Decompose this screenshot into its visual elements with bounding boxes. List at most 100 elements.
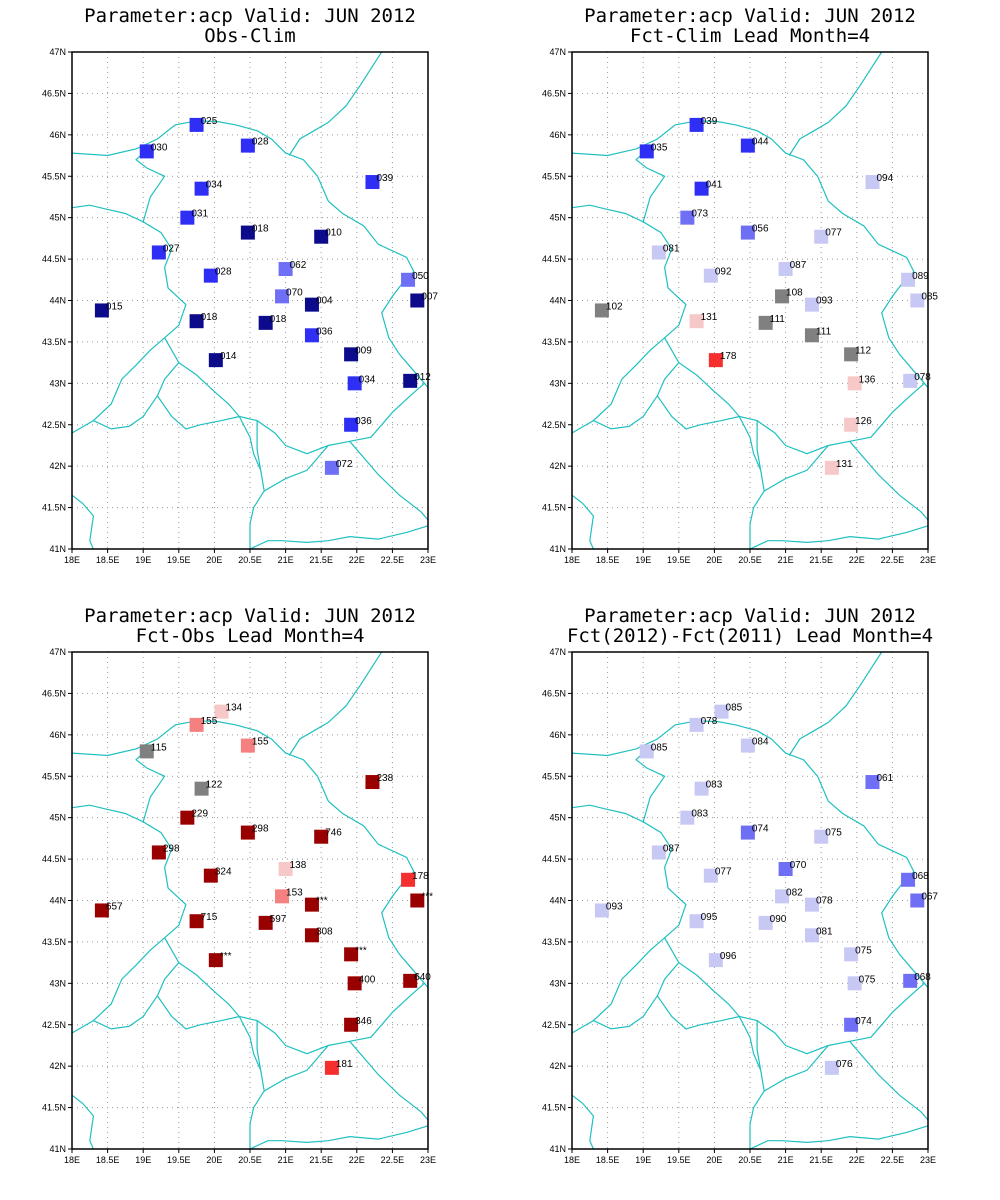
border-line	[71, 804, 187, 1034]
station-marker	[758, 915, 773, 930]
station-labels: 085 078 084 085 083 061 083 074 075 087 077 070 068 0…	[606, 703, 939, 1070]
panel-subtitle: Fct-Clim Lead Month=4	[630, 25, 870, 47]
station-value-label: 085	[651, 742, 668, 753]
station-markers	[94, 117, 425, 475]
station-value-label: 018	[201, 312, 218, 323]
station-value-label: ***	[421, 892, 433, 903]
border-line	[288, 51, 383, 156]
map-panel-fct-clim: Parameter:acp Valid: JUN 2012 Fct-Clim L…	[542, 5, 938, 565]
station-value-label: 076	[836, 1059, 853, 1070]
x-tick-label: 21E	[278, 555, 294, 565]
y-tick-label: 44N	[49, 896, 66, 906]
y-tick-label: 41.5N	[42, 1103, 66, 1113]
country-borders	[571, 651, 929, 1150]
station-marker	[240, 225, 255, 240]
x-tick-label: 22E	[349, 1155, 365, 1165]
station-value-label: 153	[286, 887, 303, 898]
station-value-label: 034	[206, 180, 223, 191]
border-line	[71, 494, 95, 550]
border-line	[71, 1094, 95, 1150]
station-value-label: 025	[201, 116, 218, 127]
border-line	[593, 995, 658, 1030]
station-markers	[594, 704, 925, 1075]
station-marker	[594, 903, 609, 918]
map-panel-fct-2012-2011: Parameter:acp Valid: JUN 2012 Fct(2012)-…	[542, 605, 938, 1165]
y-tick-label: 44.5N	[542, 854, 566, 864]
station-marker	[180, 210, 195, 225]
station-marker	[689, 914, 704, 929]
station-value-label: 035	[651, 142, 668, 153]
border-line	[135, 752, 166, 822]
y-tick-label: 46N	[549, 730, 566, 740]
station-value-label: 087	[790, 260, 807, 271]
border-line	[71, 120, 429, 388]
border-line	[571, 494, 595, 550]
station-value-label: 102	[606, 301, 623, 312]
station-marker	[775, 889, 790, 904]
station-marker	[814, 229, 829, 244]
station-value-label: 085	[726, 703, 743, 714]
x-tick-label: 19.5E	[167, 555, 191, 565]
y-tick-label: 41N	[49, 1144, 66, 1154]
station-marker	[344, 1017, 359, 1032]
station-value-label: 094	[876, 173, 893, 184]
border-line	[263, 1045, 329, 1092]
station-value-label: 078	[701, 716, 718, 727]
x-tick-label: 18.5E	[96, 1155, 120, 1165]
y-tick-label: 43N	[549, 378, 566, 388]
station-marker	[194, 781, 209, 796]
y-tick-label: 41.5N	[42, 503, 66, 513]
station-marker	[194, 181, 209, 196]
station-value-label: 074	[752, 824, 769, 835]
station-value-label: 068	[912, 871, 929, 882]
station-value-label: 081	[816, 926, 833, 937]
station-marker	[258, 315, 273, 330]
station-value-label: 072	[336, 459, 353, 470]
station-marker	[258, 915, 273, 930]
station-value-label: 597	[270, 914, 287, 925]
border-line	[788, 651, 883, 756]
border-line	[571, 720, 929, 988]
border-line	[164, 937, 425, 1055]
border-line	[71, 204, 187, 434]
station-marker	[903, 373, 918, 388]
station-marker	[214, 704, 229, 719]
y-tick-label: 44N	[549, 896, 566, 906]
panel-title: Parameter:acp Valid: JUN 2012	[584, 605, 916, 627]
station-value-label: 131	[836, 459, 853, 470]
x-tick-label: 18.5E	[596, 555, 620, 565]
x-tick-label: 19E	[635, 555, 651, 565]
border-line	[249, 1140, 282, 1150]
y-tick-label: 42.5N	[542, 1020, 566, 1030]
x-tick-labels: 18E 18.5E 19E 19.5E 20E 20.5E 21E 21.5E 22E 22.5E…	[64, 1149, 436, 1165]
station-value-label: 093	[816, 296, 833, 307]
station-marker	[304, 297, 319, 312]
station-value-label: 155	[201, 716, 218, 727]
map-panel-fct-obs: Parameter:acp Valid: JUN 2012 Fct-Obs Le…	[42, 605, 436, 1165]
station-value-label: 012	[414, 372, 431, 383]
x-tick-label: 22E	[349, 555, 365, 565]
station-marker	[814, 829, 829, 844]
station-marker	[344, 947, 359, 962]
border-line	[738, 1016, 765, 1149]
x-tick-label: 23E	[920, 1155, 936, 1165]
station-marker	[694, 181, 709, 196]
border-line	[749, 1140, 782, 1150]
x-tick-label: 21E	[278, 1155, 294, 1165]
station-value-label: 131	[701, 312, 718, 323]
station-value-label: 073	[691, 209, 708, 220]
station-value-label: 028	[252, 137, 269, 148]
border-line	[263, 445, 329, 492]
station-value-label: 050	[412, 271, 429, 282]
y-tick-label: 44N	[549, 296, 566, 306]
station-value-label: 041	[706, 180, 723, 191]
station-value-label: 018	[270, 314, 287, 325]
station-value-label: 075	[825, 828, 842, 839]
station-marker	[240, 825, 255, 840]
station-marker	[758, 315, 773, 330]
station-marker	[208, 353, 223, 368]
border-line	[71, 720, 429, 988]
station-value-label: 093	[606, 901, 623, 912]
station-marker	[680, 810, 695, 825]
